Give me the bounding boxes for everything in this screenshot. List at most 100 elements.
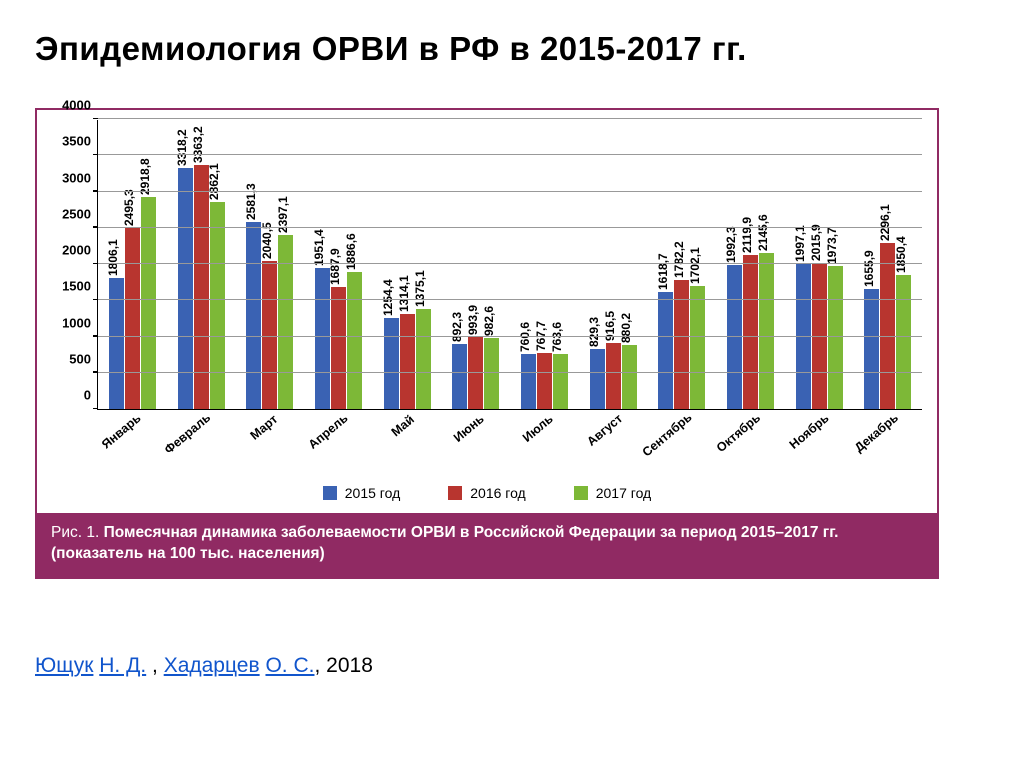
bar: 2145,6 xyxy=(759,253,774,409)
bar-value-label: 1702,1 xyxy=(688,247,702,284)
gridline xyxy=(98,191,922,192)
legend-swatch xyxy=(323,486,337,500)
y-tick-mark xyxy=(93,371,98,373)
bar-value-label: 1997,1 xyxy=(793,226,807,263)
x-tick-label: Июнь xyxy=(441,410,510,450)
gridline xyxy=(98,118,922,119)
x-tick-label: Апрель xyxy=(303,410,372,450)
caption-bar: Рис. 1. Помесячная динамика заболеваемос… xyxy=(37,513,937,577)
x-tick-label: Февраль xyxy=(166,410,235,450)
bar: 916,5 xyxy=(606,343,621,409)
month-group: 1806,12495,32918,8 xyxy=(98,120,167,409)
bar: 993,9 xyxy=(468,337,483,409)
y-tick-label: 500 xyxy=(69,351,91,366)
month-group: 2581,32040,52397,1 xyxy=(235,120,304,409)
bar-value-label: 1886,6 xyxy=(344,234,358,271)
bar: 2296,1 xyxy=(880,243,895,409)
plot-area: 05001000150020002500300035004000 1806,12… xyxy=(47,120,927,450)
bar-value-label: 2015,9 xyxy=(809,224,823,261)
figure-number: Рис. 1. xyxy=(51,524,99,541)
author-link-2[interactable]: Хадарцев xyxy=(164,654,260,677)
legend-swatch xyxy=(574,486,588,500)
chart-frame: 05001000150020002500300035004000 1806,12… xyxy=(35,108,939,579)
bar-value-label: 1254,4 xyxy=(381,279,395,316)
bar: 2495,3 xyxy=(125,228,140,409)
bar-value-label: 2040,5 xyxy=(260,222,274,259)
bar: 2918,8 xyxy=(141,197,156,409)
bar: 1687,9 xyxy=(331,287,346,409)
legend-item: 2017 год xyxy=(574,485,651,501)
bar-value-label: 763,6 xyxy=(550,322,564,352)
bar-value-label: 2296,1 xyxy=(878,204,892,241)
y-tick-label: 1500 xyxy=(62,279,91,294)
bar: 1886,6 xyxy=(347,272,362,409)
y-tick-mark xyxy=(93,190,98,192)
month-group: 1992,32119,92145,6 xyxy=(716,120,785,409)
source-citation: Ющук Н. Д. , Хадарцев О. С., 2018 xyxy=(35,654,989,678)
bar: 982,6 xyxy=(484,338,499,409)
x-tick-label: Июль xyxy=(510,410,579,450)
bar-value-label: 880,2 xyxy=(619,313,633,343)
month-group: 1997,12015,91973,7 xyxy=(785,120,854,409)
bar-value-label: 993,9 xyxy=(466,305,480,335)
legend-label: 2017 год xyxy=(596,485,651,501)
x-tick-label: Октябрь xyxy=(716,410,785,450)
month-group: 1655,92296,11850,4 xyxy=(853,120,922,409)
bar-value-label: 1973,7 xyxy=(825,227,839,264)
separator: , xyxy=(146,654,164,677)
bar-value-label: 829,3 xyxy=(587,317,601,347)
month-group: 1951,41687,91886,6 xyxy=(304,120,373,409)
page-title: Эпидемиология ОРВИ в РФ в 2015-2017 гг. xyxy=(35,30,989,68)
bar: 880,2 xyxy=(622,345,637,409)
bars-row: 1806,12495,32918,83318,23363,22862,12581… xyxy=(98,120,922,409)
bar: 3318,2 xyxy=(178,168,193,409)
author-initials-1[interactable]: Н. Д. xyxy=(99,654,146,677)
gridline xyxy=(98,299,922,300)
author-initials-2[interactable]: О. С. xyxy=(265,654,314,677)
author-link-1[interactable]: Ющук xyxy=(35,654,93,677)
bar-value-label: 1375,1 xyxy=(413,271,427,308)
month-group: 760,6767,7763,6 xyxy=(510,120,579,409)
bar: 1850,4 xyxy=(896,275,911,409)
bar: 1806,1 xyxy=(109,278,124,409)
bar: 760,6 xyxy=(521,354,536,409)
y-tick-mark xyxy=(93,299,98,301)
bar-value-label: 1850,4 xyxy=(894,236,908,273)
grid-area: 1806,12495,32918,83318,23363,22862,12581… xyxy=(97,120,922,410)
bar-value-label: 1618,7 xyxy=(656,253,670,290)
bar-value-label: 2145,6 xyxy=(756,215,770,252)
x-tick-label: Август xyxy=(578,410,647,450)
month-group: 1254,41314,11375,1 xyxy=(373,120,442,409)
y-tick-label: 3000 xyxy=(62,170,91,185)
y-tick-mark xyxy=(93,263,98,265)
gridline xyxy=(98,263,922,264)
gridline xyxy=(98,372,922,373)
legend: 2015 год2016 год2017 год xyxy=(37,450,937,513)
bar-value-label: 2119,9 xyxy=(740,217,754,253)
bar-value-label: 1314,1 xyxy=(397,275,411,312)
bar: 1702,1 xyxy=(690,286,705,409)
bar-value-label: 3318,2 xyxy=(175,130,189,167)
bar-value-label: 1992,3 xyxy=(724,226,738,263)
y-tick-label: 0 xyxy=(84,388,91,403)
bar-value-label: 2495,3 xyxy=(122,189,136,226)
bar-value-label: 1655,9 xyxy=(862,250,876,287)
bar-value-label: 1951,4 xyxy=(312,229,326,266)
gridline xyxy=(98,336,922,337)
bar: 1375,1 xyxy=(416,309,431,409)
legend-label: 2015 год xyxy=(345,485,400,501)
y-tick-mark xyxy=(93,154,98,156)
bar-value-label: 760,6 xyxy=(518,322,532,352)
bar: 1973,7 xyxy=(828,266,843,409)
month-group: 3318,23363,22862,1 xyxy=(167,120,236,409)
y-tick-mark xyxy=(93,226,98,228)
bar: 1951,4 xyxy=(315,268,330,409)
bar: 1997,1 xyxy=(796,264,811,409)
bar: 2581,3 xyxy=(246,222,261,409)
x-tick-label: Декабрь xyxy=(853,410,922,450)
bar: 1618,7 xyxy=(658,292,673,409)
x-tick-label: Май xyxy=(372,410,441,450)
x-tick-label: Сентябрь xyxy=(647,410,716,450)
y-tick-mark xyxy=(93,408,98,410)
y-axis: 05001000150020002500300035004000 xyxy=(47,120,95,410)
